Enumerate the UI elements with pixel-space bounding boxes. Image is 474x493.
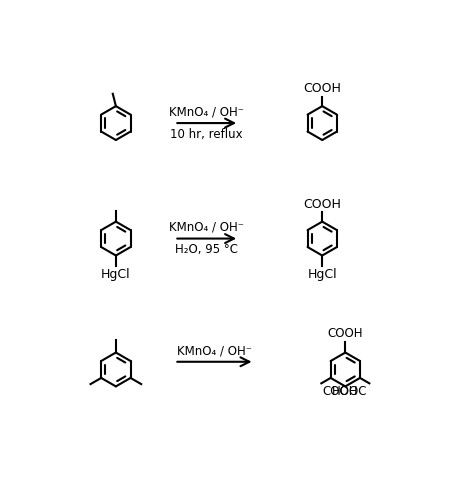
Text: HOOC: HOOC <box>332 385 368 398</box>
Text: KMnO₄ / OH⁻: KMnO₄ / OH⁻ <box>169 221 244 234</box>
Text: COOH: COOH <box>303 82 341 95</box>
Text: KMnO₄ / OH⁻: KMnO₄ / OH⁻ <box>177 344 252 357</box>
Text: HgCl: HgCl <box>308 268 337 281</box>
Text: 10 hr, reflux: 10 hr, reflux <box>171 128 243 141</box>
Text: HgCl: HgCl <box>101 268 131 281</box>
Text: KMnO₄ / OH⁻: KMnO₄ / OH⁻ <box>169 106 244 118</box>
Text: COOH: COOH <box>328 327 363 340</box>
Text: COOH: COOH <box>323 385 358 398</box>
Text: H₂O, 95 °C: H₂O, 95 °C <box>175 243 238 256</box>
Text: COOH: COOH <box>303 198 341 211</box>
